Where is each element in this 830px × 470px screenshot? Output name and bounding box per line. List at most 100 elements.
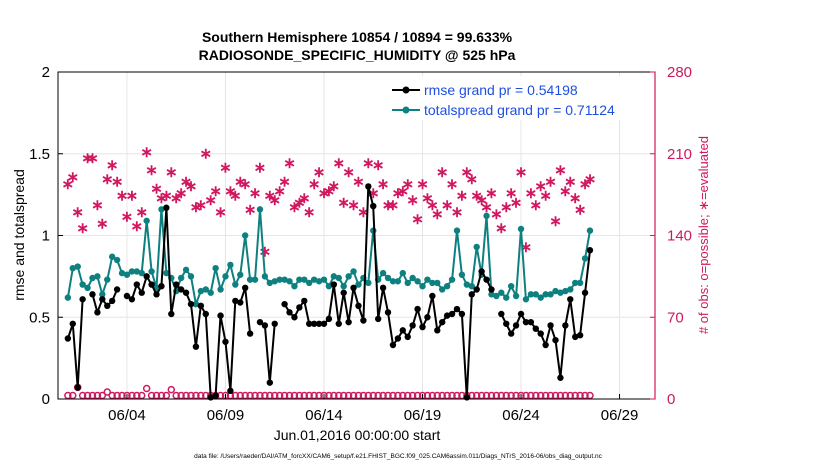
- spread-point-28: [202, 286, 209, 293]
- x-tick-label-0: 06/04: [108, 407, 146, 424]
- obs-evaluated-marker-62: ∗: [367, 185, 380, 202]
- obs-evaluated-marker-11: ∗: [116, 187, 129, 204]
- spread-point-36: [241, 232, 249, 239]
- spread-point-68: [399, 269, 407, 277]
- obs-possible-marker-48: [300, 391, 309, 400]
- rmse-point-33: [227, 387, 234, 395]
- spread-point-44: [281, 276, 288, 283]
- spread-point-25: [187, 273, 195, 280]
- rmse-point-53: [325, 315, 333, 323]
- rmse-point-83: [473, 286, 480, 293]
- spread-point-104: [576, 279, 584, 287]
- rmse-point-8: [104, 302, 111, 310]
- obs-possible-marker-4: [83, 391, 92, 400]
- obs-possible-marker-79: [453, 391, 461, 400]
- spread-point-46: [291, 282, 298, 290]
- spread-point-59: [355, 281, 362, 288]
- rmse-point-50: [310, 320, 318, 327]
- obs-evaluated-marker-44: ∗: [278, 173, 291, 190]
- obs-evaluated-marker-43: ∗: [273, 183, 286, 200]
- spread-point-33: [227, 261, 234, 269]
- rmse-point-6: [94, 309, 101, 316]
- obs-possible-marker-34: [231, 391, 240, 400]
- obs-evaluated-marker-91: ∗: [510, 194, 523, 211]
- rmse-point-56: [340, 289, 347, 296]
- obs-evaluated-marker-23: ∗: [175, 185, 188, 202]
- rmse-point-67: [394, 335, 402, 342]
- obs-evaluated-marker-28: ∗: [199, 145, 212, 162]
- spread-point-88: [498, 289, 505, 296]
- spread-point-1: [69, 265, 76, 272]
- rmse-point-99: [552, 336, 559, 344]
- obs-evaluated-marker-99: ∗: [549, 213, 562, 230]
- obs-evaluated-marker-50: ∗: [308, 176, 321, 193]
- rmse-point-15: [138, 289, 145, 296]
- obs-possible-marker-87: [492, 391, 501, 400]
- spread-point-57: [345, 273, 352, 280]
- rmse-point-27: [197, 302, 205, 310]
- spread-point-85: [483, 212, 490, 220]
- obs-evaluated-marker-54: ∗: [328, 178, 341, 195]
- obs-evaluated-marker-53: ∗: [323, 183, 336, 200]
- obs-possible-marker-93: [522, 391, 530, 400]
- obs-evaluated-marker-46: ∗: [288, 199, 301, 216]
- obs-evaluated-marker-58: ∗: [347, 197, 360, 214]
- obs-evaluated-marker-69: ∗: [401, 176, 414, 193]
- obs-evaluated-marker-12: ∗: [121, 208, 134, 225]
- obs-evaluated-marker-56: ∗: [337, 194, 350, 211]
- obs-evaluated-marker-17: ∗: [145, 162, 158, 179]
- obs-possible-marker-5: [88, 391, 97, 400]
- obs-evaluated-marker-79: ∗: [451, 204, 464, 221]
- obs-evaluated-marker-66: ∗: [387, 197, 400, 214]
- rmse-point-75: [434, 327, 441, 334]
- spread-point-34: [232, 281, 239, 288]
- obs-evaluated-marker-7: ∗: [96, 215, 109, 232]
- obs-evaluated-marker-51: ∗: [313, 164, 326, 181]
- obs-evaluated-marker-74: ∗: [426, 197, 439, 214]
- obs-evaluated-marker-42: ∗: [268, 192, 281, 209]
- obs-possible-marker-42: [270, 391, 279, 400]
- obs-evaluated-marker-33: ∗: [224, 183, 237, 200]
- obs-possible-marker-16: [142, 384, 151, 393]
- spread-point-83: [473, 243, 480, 251]
- obs-evaluated-marker-29: ∗: [204, 192, 217, 209]
- spread-point-70: [409, 274, 416, 282]
- rmse-series-line: [66, 186, 591, 399]
- spread-point-98: [547, 291, 554, 298]
- obs-possible-marker-67: [394, 391, 402, 400]
- obs-evaluated-marker-32: ∗: [219, 159, 232, 176]
- spread-point-96: [537, 294, 544, 301]
- legend-box: [388, 76, 650, 120]
- obs-evaluated-marker-88: ∗: [495, 220, 508, 237]
- obs-possible-marker-38: [251, 391, 259, 400]
- obs-evaluated-marker-18: ∗: [150, 180, 163, 197]
- spread-point-6: [94, 273, 101, 280]
- rmse-point-102: [567, 296, 574, 303]
- obs-evaluated-marker-8: ∗: [101, 171, 114, 188]
- obs-evaluated-marker-55: ∗: [332, 155, 345, 172]
- obs-possible-marker-9: [108, 391, 116, 400]
- rmse-point-95: [532, 325, 539, 332]
- obs-possible-marker-97: [541, 391, 550, 400]
- y-right-tick-label-3: 210: [667, 146, 692, 163]
- obs-evaluated-marker-19: ∗: [155, 190, 168, 207]
- obs-possible-marker-89: [502, 391, 510, 400]
- spread-point-87: [493, 292, 500, 300]
- obs-evaluated-marker-25: ∗: [185, 178, 198, 195]
- rmse-point-72: [419, 323, 426, 331]
- obs-evaluated-marker-15: ∗: [135, 204, 148, 221]
- obs-evaluated-marker-98: ∗: [544, 173, 557, 190]
- rmse-point-47: [296, 304, 303, 311]
- rmse-point-68: [399, 327, 407, 334]
- obs-possible-marker-102: [566, 391, 575, 400]
- obs-evaluated-marker-14: ∗: [131, 218, 144, 235]
- obs-evaluated-marker-61: ∗: [362, 155, 375, 172]
- rmse-point-5: [89, 291, 96, 298]
- rmse-point-18: [153, 291, 160, 298]
- obs-possible-marker-100: [556, 391, 565, 400]
- rmse-point-55: [335, 320, 342, 327]
- obs-possible-marker-15: [137, 391, 146, 400]
- obs-evaluated-marker-45: ∗: [283, 155, 296, 172]
- rmse-point-92: [517, 310, 525, 318]
- rmse-point-32: [222, 338, 229, 345]
